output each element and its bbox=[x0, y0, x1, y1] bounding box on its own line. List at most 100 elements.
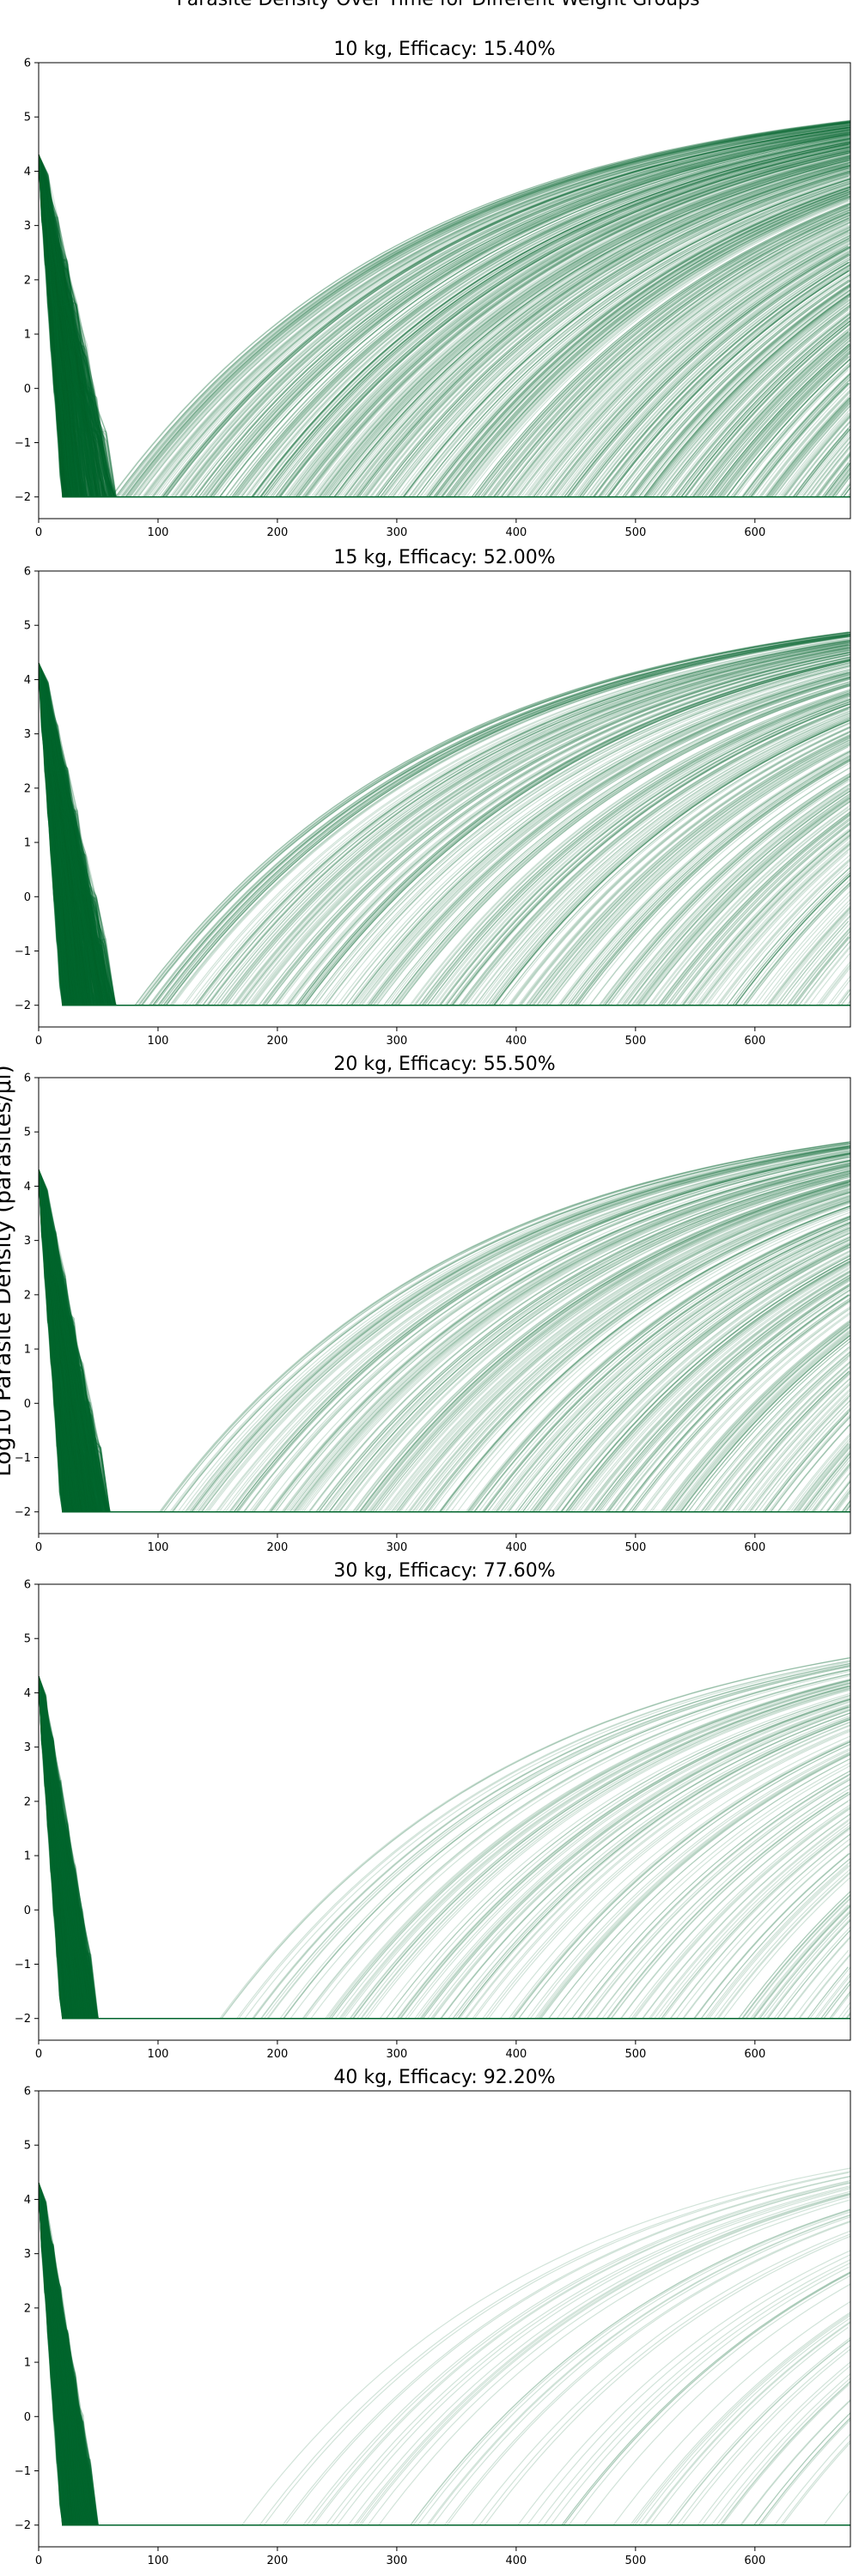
series-line bbox=[39, 155, 850, 498]
series-line bbox=[39, 155, 850, 498]
series-line bbox=[39, 155, 850, 498]
series-line bbox=[39, 155, 850, 498]
series-line bbox=[39, 155, 850, 498]
series-line bbox=[39, 150, 850, 498]
series-line bbox=[39, 155, 850, 498]
series-line bbox=[39, 155, 850, 498]
series-line bbox=[39, 151, 850, 498]
series-line bbox=[39, 155, 850, 498]
series-line bbox=[39, 121, 850, 498]
series-line bbox=[39, 155, 850, 498]
series-line bbox=[39, 155, 850, 498]
series-line bbox=[39, 155, 850, 498]
series-line bbox=[39, 130, 850, 498]
series-line bbox=[39, 155, 849, 498]
series-line bbox=[39, 143, 850, 498]
series-line bbox=[39, 155, 850, 498]
series-line bbox=[39, 155, 850, 498]
series-line bbox=[39, 155, 850, 498]
series-line bbox=[39, 155, 850, 498]
series-line bbox=[39, 663, 850, 1006]
series-line bbox=[39, 155, 850, 498]
series-line bbox=[39, 155, 850, 498]
series-line bbox=[39, 155, 850, 498]
series-line bbox=[39, 155, 850, 498]
series-line bbox=[39, 121, 850, 498]
series-line bbox=[39, 155, 850, 498]
series-line bbox=[39, 155, 850, 498]
series-line bbox=[39, 155, 850, 498]
series-line bbox=[39, 155, 849, 498]
series-line bbox=[39, 155, 850, 498]
series-line bbox=[39, 155, 850, 498]
series-line bbox=[39, 155, 850, 498]
series-line bbox=[39, 155, 850, 498]
series-line bbox=[39, 155, 850, 498]
series-line bbox=[39, 155, 850, 498]
series-line bbox=[39, 155, 850, 498]
series-line bbox=[39, 142, 850, 498]
series-line bbox=[39, 155, 850, 498]
series-line bbox=[39, 155, 850, 498]
series-line bbox=[39, 155, 850, 498]
series-line bbox=[39, 155, 850, 498]
series-line bbox=[39, 155, 850, 498]
series-line bbox=[39, 155, 850, 498]
series-line bbox=[39, 155, 850, 498]
series-line bbox=[39, 155, 850, 498]
series-line bbox=[39, 155, 850, 498]
series-line bbox=[39, 155, 850, 498]
series-line bbox=[39, 155, 850, 498]
series-line bbox=[39, 155, 850, 498]
y-tick-label: 3 bbox=[24, 1235, 31, 1248]
series-line bbox=[39, 152, 850, 498]
series-line bbox=[39, 155, 850, 498]
series-line bbox=[39, 155, 850, 498]
series-line bbox=[39, 150, 850, 498]
series-line bbox=[39, 124, 850, 498]
series-line bbox=[39, 155, 850, 498]
series-line bbox=[39, 663, 850, 1006]
series-line bbox=[39, 663, 850, 1006]
series-line bbox=[39, 120, 850, 498]
series-line bbox=[39, 155, 850, 498]
series-line bbox=[39, 155, 850, 498]
series-line bbox=[39, 142, 850, 498]
series-line bbox=[39, 155, 850, 498]
series-line bbox=[39, 155, 850, 498]
series-line bbox=[39, 155, 850, 498]
series-line bbox=[39, 155, 850, 498]
series-line bbox=[39, 143, 850, 498]
series-line bbox=[39, 155, 850, 498]
series-line bbox=[39, 155, 850, 498]
series-line bbox=[39, 155, 850, 498]
series-line bbox=[39, 155, 850, 498]
series-line bbox=[39, 155, 850, 498]
series-line bbox=[39, 155, 850, 498]
series-line bbox=[39, 155, 850, 498]
series-line bbox=[39, 155, 850, 498]
series-line bbox=[39, 129, 850, 498]
series-line bbox=[39, 130, 850, 498]
series-line bbox=[39, 155, 850, 498]
series-line bbox=[39, 663, 850, 1006]
series-line bbox=[39, 155, 850, 498]
y-tick-label: 1 bbox=[24, 329, 31, 342]
series-line bbox=[39, 125, 850, 498]
series-line bbox=[39, 155, 849, 498]
series-line bbox=[39, 155, 850, 498]
series-line bbox=[39, 128, 850, 498]
y-tick-label: 3 bbox=[24, 220, 31, 233]
series-line bbox=[39, 143, 850, 498]
series-line bbox=[39, 155, 850, 498]
series-line bbox=[39, 155, 850, 498]
series-line bbox=[39, 155, 850, 498]
series-line bbox=[39, 155, 850, 498]
series-line bbox=[39, 155, 850, 498]
series-line bbox=[39, 137, 850, 498]
series-line bbox=[39, 155, 850, 498]
series-line bbox=[39, 155, 849, 498]
series-line bbox=[39, 155, 850, 498]
y-tick-label: 4 bbox=[24, 166, 31, 179]
series-line bbox=[39, 155, 850, 498]
